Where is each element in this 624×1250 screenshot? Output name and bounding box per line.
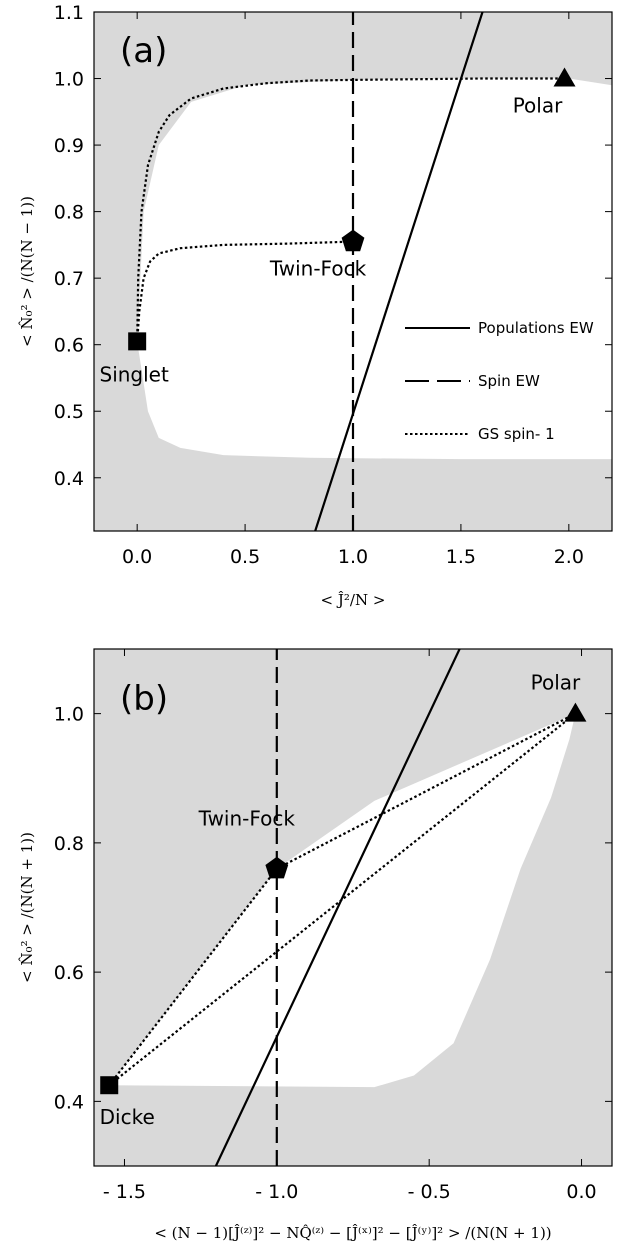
plot-frame (93, 648, 613, 1167)
y-tick-label: 0.6 (54, 335, 84, 357)
plot-area (136, 12, 612, 531)
polar-marker (553, 67, 576, 87)
x-tick-label: 0.0 (566, 1181, 596, 1203)
x-tick-label: 0.5 (230, 546, 260, 568)
x-axis-label: < Ĵ²/N > (321, 591, 386, 609)
x-tick-label: 1.0 (338, 546, 368, 568)
panel-label: (b) (120, 679, 168, 719)
y-tick-label: 1.0 (54, 704, 84, 726)
x-tick-label: 2.0 (554, 546, 584, 568)
marker-label: Dicke (100, 1105, 155, 1129)
chart-panel-a: 0.0 0.5 1.0 1.5 2.0 0.4 0.5 0.6 0.7 0.8 0.9 1.0 1.1 <… (18, 2, 613, 609)
legend-label: GS spin- 1 (478, 425, 555, 443)
legend-label: Populations EW (478, 319, 594, 337)
y-tick-label: 0.5 (54, 401, 84, 423)
x-tick-label: 0.0 (122, 546, 152, 568)
y-tick-label: 0.4 (54, 1091, 84, 1113)
panel-label: (a) (120, 31, 167, 71)
y-tick-label: 0.9 (54, 135, 84, 157)
twin-fock-marker (341, 229, 365, 252)
y-tick-label: 0.4 (54, 468, 84, 490)
legend-label: Spin EW (478, 372, 540, 390)
y-tick-label: 1.1 (54, 2, 84, 24)
y-tick-label: 0.8 (54, 202, 84, 224)
x-axis-label: < (N − 1)[Ĵ⁽ᶻ⁾]² − NQ̂⁽ᶻ⁾ − [Ĵ⁽ˣ⁾]² − [Ĵ… (154, 1224, 551, 1242)
polar-marker (564, 702, 587, 722)
series-line-solid (214, 649, 461, 1166)
x-tick-label: - 1.5 (103, 1181, 146, 1203)
marker-label: Polar (531, 671, 581, 695)
legend: Populations EW Spin EW GS spin- 1 (405, 319, 594, 443)
x-tick-label: 1.5 (446, 546, 476, 568)
dicke-marker (100, 1076, 119, 1095)
allowed-region (137, 78, 612, 460)
chart-panel-b: - 1.5 - 1.0 - 0.5 0.0 0.4 0.6 0.8 1.0 < (N − 1)[… (18, 648, 613, 1242)
series-line-dotted (276, 712, 576, 870)
y-tick-label: 0.8 (54, 833, 84, 855)
marker-label: Twin-Fock (198, 807, 296, 831)
series-line-dotted (108, 712, 577, 1087)
y-tick-label: 1.0 (54, 69, 84, 91)
x-tick-label: - 0.5 (408, 1181, 451, 1203)
y-axis-label: < N̂₀² > /(N(N − 1)) (18, 196, 36, 347)
series-line-dotted (136, 77, 569, 342)
singlet-marker (128, 332, 147, 351)
series-line-dotted (108, 868, 278, 1086)
x-tick-label: - 1.0 (255, 1181, 298, 1203)
marker-label: Twin-Fock (269, 257, 367, 281)
series-line-solid (314, 12, 484, 531)
y-axis-label: < N̂₀² > /(N(N + 1)) (18, 832, 36, 983)
y-tick-label: 0.6 (54, 962, 84, 984)
twin-fock-marker (265, 856, 289, 879)
y-tick-label: 0.7 (54, 268, 84, 290)
marker-label: Singlet (100, 362, 169, 386)
plot-area (108, 649, 577, 1166)
marker-label: Polar (513, 94, 563, 118)
series-line-dotted (136, 240, 354, 342)
